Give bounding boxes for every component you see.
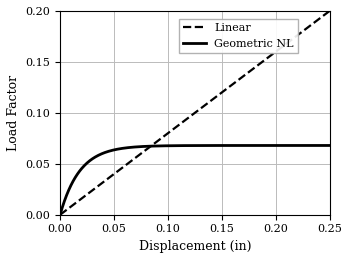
Linear	[59, 212, 63, 216]
Y-axis label: Load Factor: Load Factor	[7, 75, 20, 151]
Legend: Linear, Geometric NL: Linear, Geometric NL	[179, 18, 298, 53]
Geometric NL	[321, 144, 325, 147]
Geometric NL	[186, 144, 190, 147]
Linear	[223, 88, 227, 92]
Linear	[217, 93, 222, 96]
Geometric NL	[188, 144, 192, 147]
Geometric NL	[279, 144, 283, 147]
X-axis label: Displacement (in): Displacement (in)	[139, 240, 251, 253]
Geometric NL	[204, 144, 208, 147]
Linear	[58, 213, 62, 216]
Linear	[302, 29, 306, 32]
Line: Geometric NL: Geometric NL	[60, 146, 329, 215]
Geometric NL	[58, 213, 62, 216]
Linear	[218, 92, 223, 95]
Line: Linear: Linear	[60, 11, 329, 215]
Geometric NL	[218, 144, 223, 147]
Geometric NL	[327, 144, 332, 147]
Linear	[327, 9, 332, 12]
Linear	[285, 41, 289, 44]
